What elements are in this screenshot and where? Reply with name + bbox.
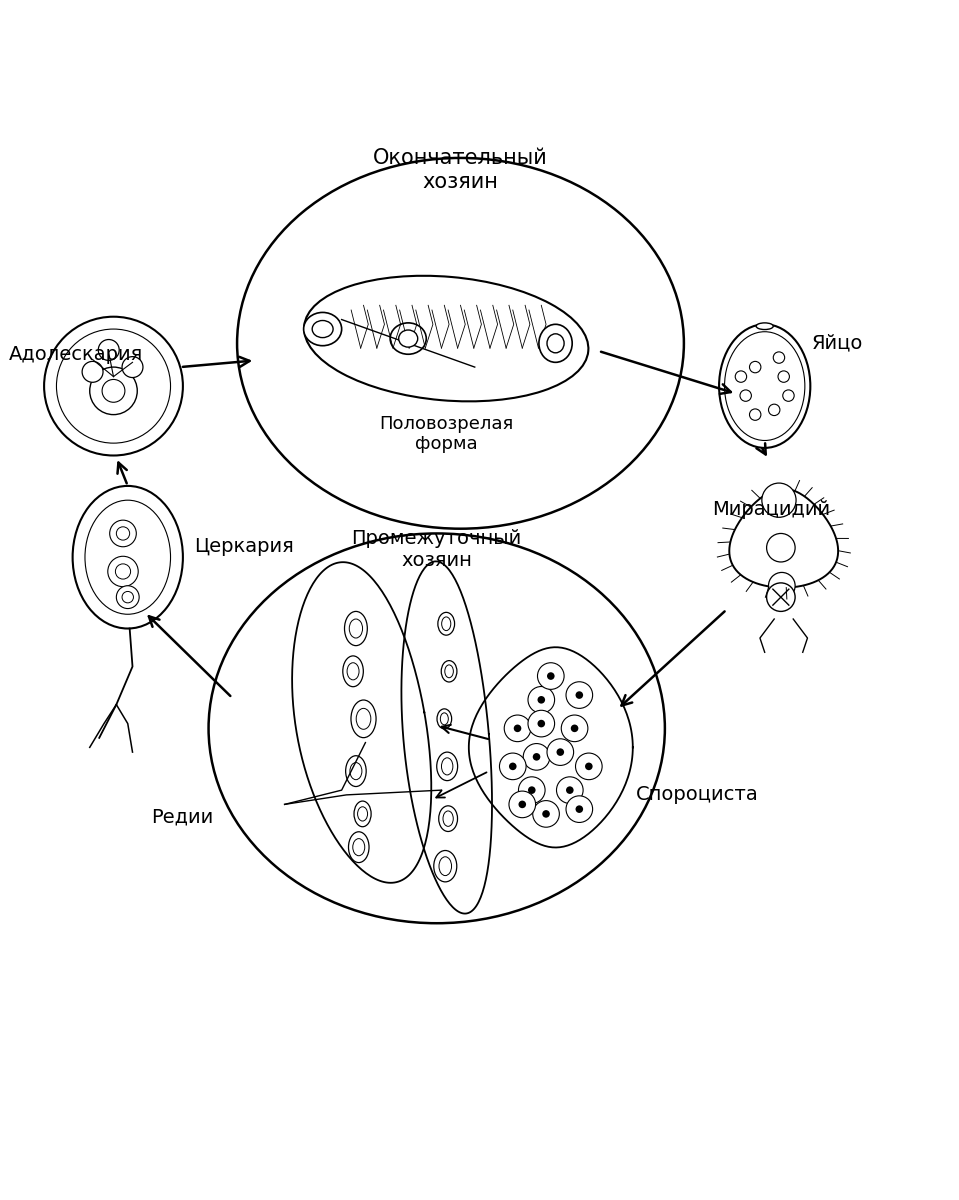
Circle shape bbox=[566, 796, 593, 822]
Circle shape bbox=[542, 810, 550, 817]
Circle shape bbox=[528, 686, 554, 713]
Ellipse shape bbox=[349, 619, 363, 638]
Circle shape bbox=[115, 564, 130, 580]
Circle shape bbox=[509, 791, 535, 817]
Ellipse shape bbox=[438, 806, 457, 832]
Circle shape bbox=[528, 786, 535, 794]
Circle shape bbox=[116, 527, 129, 540]
Ellipse shape bbox=[441, 758, 453, 775]
Circle shape bbox=[556, 776, 583, 804]
Circle shape bbox=[509, 762, 517, 770]
Circle shape bbox=[116, 586, 139, 608]
Ellipse shape bbox=[437, 709, 452, 728]
Circle shape bbox=[519, 776, 545, 804]
Polygon shape bbox=[292, 562, 432, 883]
Circle shape bbox=[768, 404, 780, 415]
Text: Спороциста: Спороциста bbox=[637, 785, 760, 804]
Ellipse shape bbox=[342, 656, 363, 686]
Circle shape bbox=[107, 557, 138, 587]
Ellipse shape bbox=[304, 312, 341, 346]
Circle shape bbox=[575, 754, 602, 780]
Ellipse shape bbox=[313, 320, 333, 337]
Polygon shape bbox=[729, 488, 838, 588]
Circle shape bbox=[575, 691, 583, 698]
Ellipse shape bbox=[441, 661, 456, 682]
Ellipse shape bbox=[348, 832, 369, 863]
Circle shape bbox=[571, 725, 578, 732]
Circle shape bbox=[122, 592, 133, 602]
Ellipse shape bbox=[442, 617, 451, 631]
Circle shape bbox=[783, 390, 794, 401]
Circle shape bbox=[768, 572, 795, 599]
Circle shape bbox=[778, 371, 789, 383]
Circle shape bbox=[524, 744, 550, 770]
Text: Адолескария: Адолескария bbox=[9, 346, 143, 365]
Ellipse shape bbox=[440, 713, 448, 725]
Circle shape bbox=[750, 361, 760, 373]
Ellipse shape bbox=[443, 811, 454, 827]
Ellipse shape bbox=[304, 276, 589, 401]
Circle shape bbox=[533, 800, 559, 827]
Ellipse shape bbox=[433, 851, 456, 882]
Circle shape bbox=[528, 710, 554, 737]
Circle shape bbox=[537, 662, 564, 689]
Circle shape bbox=[740, 390, 752, 401]
Circle shape bbox=[504, 715, 531, 742]
Ellipse shape bbox=[390, 323, 426, 354]
Ellipse shape bbox=[539, 324, 573, 362]
Circle shape bbox=[537, 720, 545, 727]
Text: Мирацидий: Мирацидий bbox=[713, 500, 830, 520]
Circle shape bbox=[566, 682, 593, 708]
Ellipse shape bbox=[439, 857, 452, 876]
Circle shape bbox=[750, 409, 760, 420]
Circle shape bbox=[109, 520, 136, 547]
Circle shape bbox=[537, 696, 545, 703]
Circle shape bbox=[566, 786, 573, 794]
Ellipse shape bbox=[356, 708, 371, 730]
Circle shape bbox=[761, 484, 796, 517]
Ellipse shape bbox=[354, 802, 371, 827]
Ellipse shape bbox=[351, 700, 376, 738]
Circle shape bbox=[82, 361, 103, 383]
Ellipse shape bbox=[436, 752, 457, 781]
Circle shape bbox=[500, 754, 526, 780]
Circle shape bbox=[519, 800, 526, 808]
Polygon shape bbox=[469, 647, 633, 847]
Circle shape bbox=[533, 754, 540, 761]
Ellipse shape bbox=[347, 662, 359, 680]
Ellipse shape bbox=[547, 334, 564, 353]
Circle shape bbox=[98, 340, 119, 360]
Circle shape bbox=[736, 371, 747, 383]
Circle shape bbox=[90, 367, 137, 415]
Text: Церкария: Церкария bbox=[195, 538, 294, 557]
Circle shape bbox=[122, 356, 143, 378]
Circle shape bbox=[514, 725, 522, 732]
Ellipse shape bbox=[438, 612, 455, 635]
Ellipse shape bbox=[399, 330, 418, 347]
Circle shape bbox=[547, 739, 573, 766]
Text: Промежуточный
хозяин: Промежуточный хозяин bbox=[352, 529, 522, 570]
Circle shape bbox=[773, 352, 784, 364]
Text: Окончательный
хозяин: Окончательный хозяин bbox=[373, 149, 548, 192]
Ellipse shape bbox=[345, 756, 366, 786]
Ellipse shape bbox=[350, 762, 362, 780]
Text: Яйцо: Яйцо bbox=[812, 334, 864, 353]
Text: Редии: Редии bbox=[152, 808, 214, 827]
Polygon shape bbox=[402, 562, 492, 913]
Circle shape bbox=[766, 583, 795, 612]
Circle shape bbox=[547, 672, 554, 680]
Circle shape bbox=[561, 715, 588, 742]
Circle shape bbox=[585, 762, 593, 770]
Ellipse shape bbox=[353, 839, 364, 856]
Ellipse shape bbox=[358, 806, 367, 821]
Ellipse shape bbox=[344, 612, 367, 646]
Ellipse shape bbox=[756, 323, 773, 330]
Circle shape bbox=[766, 534, 795, 562]
Ellipse shape bbox=[445, 665, 454, 678]
Circle shape bbox=[575, 805, 583, 812]
Text: Половозрелая
форма: Половозрелая форма bbox=[379, 415, 513, 454]
Circle shape bbox=[102, 379, 125, 402]
Circle shape bbox=[556, 749, 564, 756]
